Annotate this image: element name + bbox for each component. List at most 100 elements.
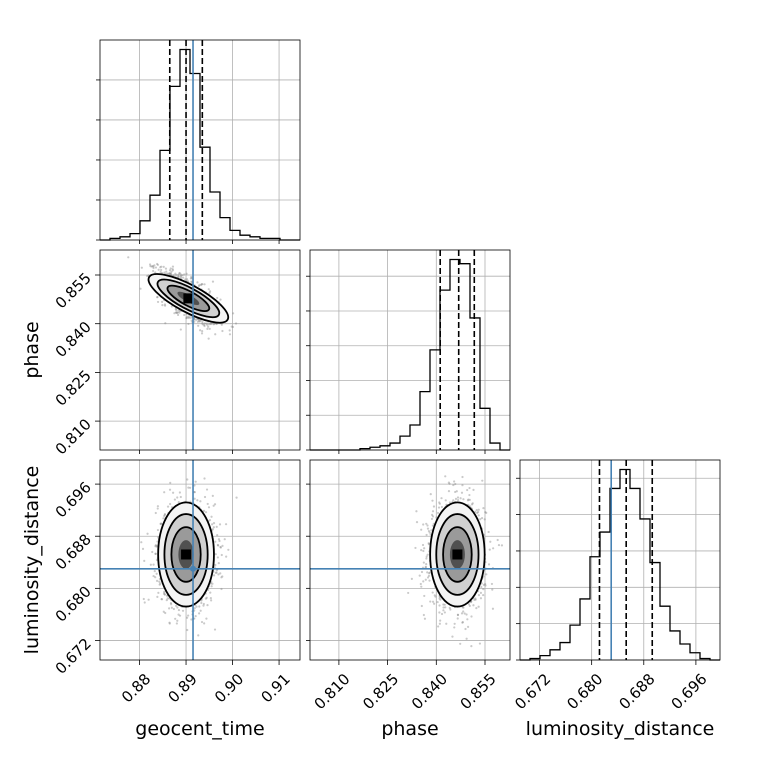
sample-point (176, 311, 179, 315)
sample-point (187, 316, 190, 320)
sample-point (160, 300, 164, 303)
sample-point (215, 571, 218, 574)
sample-point (466, 499, 470, 502)
sample-point (170, 270, 173, 273)
sample-point (178, 272, 181, 275)
sample-point (206, 502, 209, 506)
sample-point (154, 545, 157, 548)
sample-point (484, 584, 487, 587)
sample-point (169, 502, 172, 506)
sample-point (434, 595, 437, 598)
sample-point (484, 510, 487, 514)
sample-point (208, 327, 211, 330)
sample-point (189, 486, 192, 489)
sample-point (196, 320, 199, 323)
sample-point (176, 313, 180, 317)
sample-point (195, 318, 198, 321)
axes-frame (99, 459, 301, 661)
y-axis-phase: 0.810 0.825 0.840 0.855 phase (21, 269, 100, 458)
sample-point (427, 572, 431, 575)
sample-point (491, 588, 494, 591)
sample-point (461, 621, 464, 624)
sample-point (149, 264, 152, 268)
sample-point (178, 491, 181, 494)
sample-point (427, 542, 430, 545)
sample-point (189, 277, 192, 280)
sample-point (142, 597, 145, 601)
sample-point (204, 597, 208, 600)
density-panel-geocent_time-vs-luminosity_distance (99, 459, 301, 661)
sample-point (203, 283, 206, 286)
sample-point (143, 601, 146, 604)
sample-point (225, 555, 228, 558)
x-tick-label: 0.680 (563, 670, 606, 713)
sample-point (152, 574, 155, 578)
sample-point (430, 529, 433, 532)
sample-point (207, 337, 210, 340)
x-tick-label: 0.855 (457, 670, 500, 713)
y-tick-label: 0.672 (52, 635, 95, 678)
sample-point (186, 278, 189, 281)
x-axis-label: geocent_time (135, 718, 264, 740)
sample-point (160, 268, 163, 272)
sample-point (195, 605, 198, 608)
sample-point (162, 610, 165, 613)
sample-point (456, 498, 460, 502)
sample-point (438, 622, 441, 625)
sample-point (198, 320, 201, 323)
sample-point (452, 483, 455, 487)
sample-point (197, 634, 200, 637)
sample-point (196, 499, 199, 502)
sample-point (170, 606, 173, 609)
sample-point (451, 635, 454, 638)
sample-point (205, 488, 209, 491)
sample-point (474, 510, 477, 513)
sample-point (177, 613, 180, 616)
sample-point (207, 288, 210, 291)
sample-point (171, 269, 175, 272)
sample-point (212, 574, 216, 577)
sample-point (198, 283, 201, 286)
sample-point (203, 477, 206, 480)
sample-point (213, 628, 217, 631)
sample-point (175, 309, 178, 312)
sample-point (181, 274, 184, 277)
y-tick-label: 0.825 (52, 367, 95, 410)
sample-point (190, 275, 193, 278)
sample-point (208, 291, 211, 294)
sample-point (214, 540, 217, 543)
sample-point (163, 590, 166, 593)
sample-point (217, 562, 220, 565)
sample-point (219, 545, 222, 549)
sample-point (424, 578, 427, 581)
sample-point (143, 559, 146, 562)
sample-point (158, 580, 161, 583)
x-tick-label: 0.88 (118, 670, 154, 706)
sample-point (461, 484, 464, 487)
sample-point (199, 319, 202, 322)
sample-point (460, 491, 464, 494)
sample-point (473, 598, 476, 601)
sample-point (215, 569, 218, 572)
sample-point (175, 273, 178, 277)
sample-point (429, 493, 432, 496)
sample-point (474, 597, 477, 600)
sample-point (159, 266, 162, 269)
sample-point (187, 315, 191, 319)
sample-point (168, 621, 171, 624)
y-tick-label: 0.696 (52, 478, 95, 521)
sample-point (153, 570, 156, 573)
histogram-panel-phase (306, 249, 511, 451)
sample-point (443, 603, 446, 606)
sample-point (186, 628, 189, 632)
sample-point (217, 544, 220, 547)
sample-point (449, 608, 452, 611)
sample-point (427, 529, 431, 533)
sample-point (169, 267, 172, 270)
sample-point (174, 272, 177, 275)
sample-point (431, 515, 435, 518)
sample-point (482, 593, 485, 597)
sample-point (463, 612, 466, 615)
sample-point (198, 320, 201, 323)
sample-point (154, 552, 157, 555)
